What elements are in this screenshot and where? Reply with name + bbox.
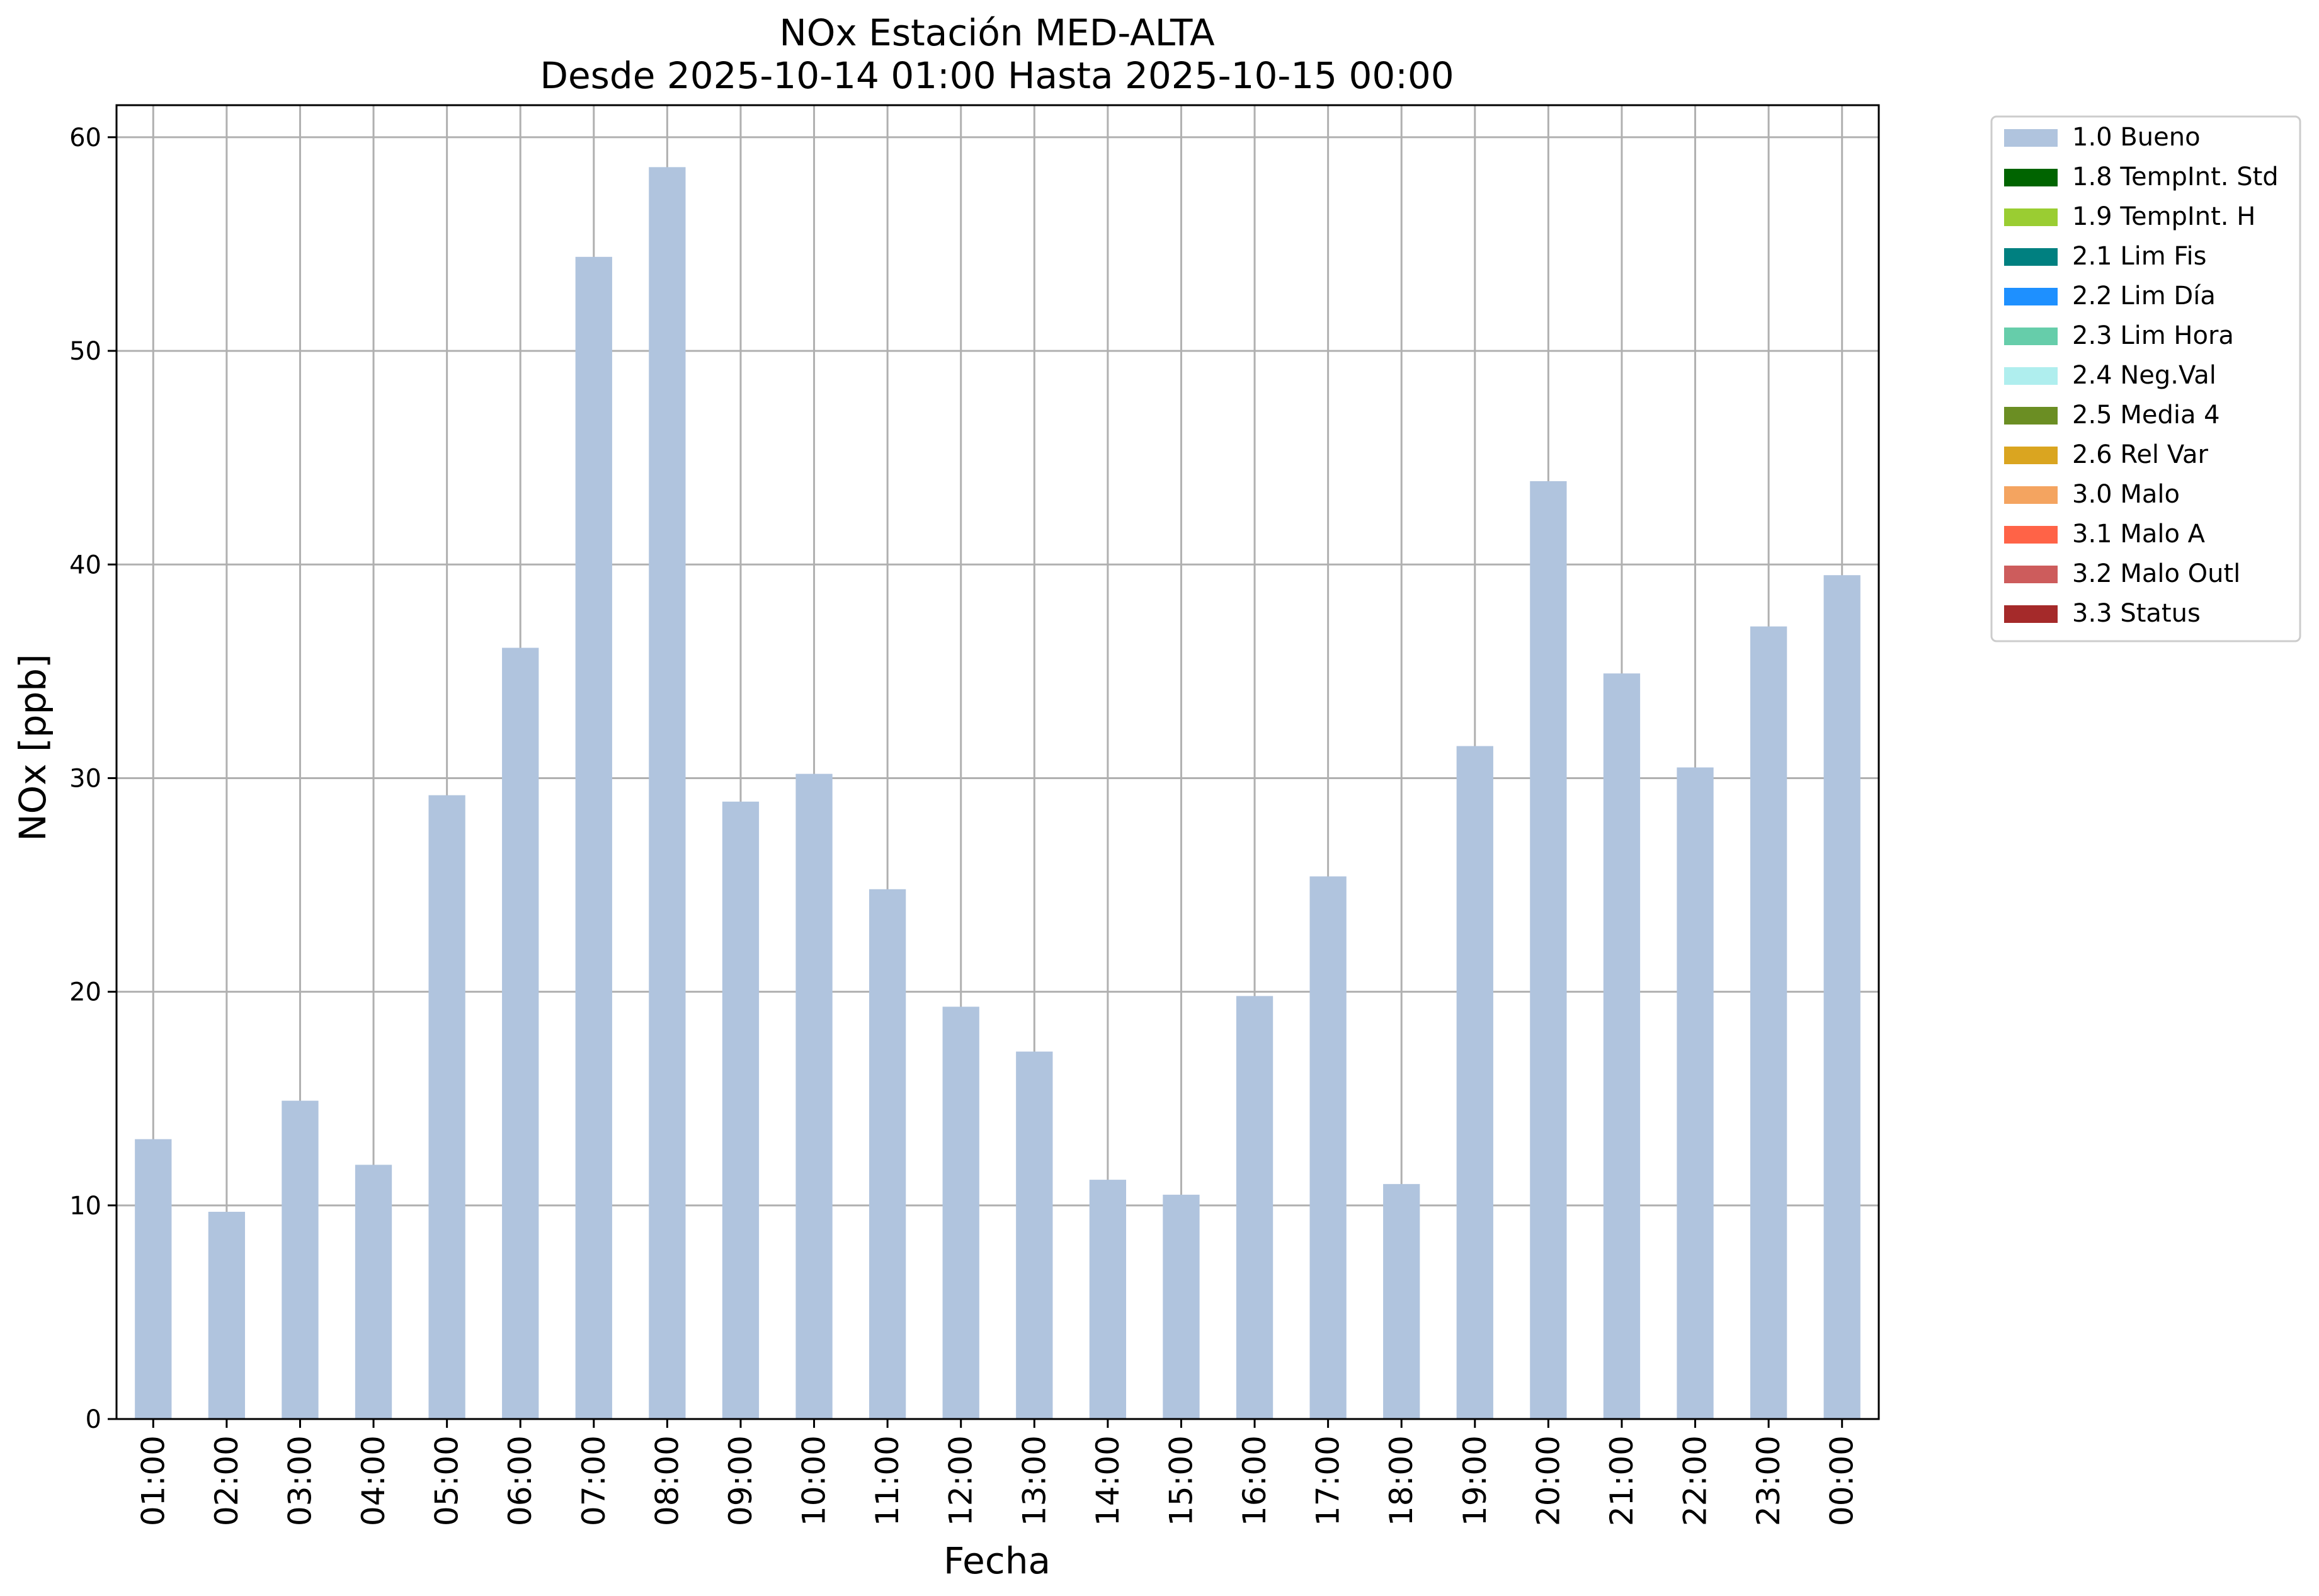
bar-1900 — [1456, 746, 1493, 1419]
bar-1200 — [942, 1006, 979, 1419]
bar-1100 — [869, 889, 906, 1419]
x-tick-label: 03:00 — [282, 1435, 318, 1526]
y-tick-label: 60 — [69, 123, 101, 152]
x-tick-label: 19:00 — [1457, 1435, 1493, 1526]
bar-1800 — [1383, 1183, 1420, 1419]
bar-0400 — [355, 1165, 392, 1419]
plot-frame — [115, 104, 1880, 1420]
legend-swatch — [2004, 447, 2058, 464]
x-tick-label: 05:00 — [429, 1435, 465, 1526]
x-tick-label: 20:00 — [1530, 1435, 1566, 1526]
y-tick-label: 20 — [69, 978, 101, 1007]
x-tick-label: 23:00 — [1750, 1435, 1787, 1526]
chart-subtitle: Desde 2025-10-14 01:00 Hasta 2025-10-15 … — [540, 54, 1454, 97]
x-tick-label: 02:00 — [208, 1435, 245, 1526]
x-tick-label: 09:00 — [722, 1435, 759, 1526]
bar-1400 — [1089, 1180, 1127, 1419]
legend-swatch — [2004, 328, 2058, 345]
legend-swatch — [2004, 129, 2058, 147]
x-tick-label: 08:00 — [649, 1435, 685, 1526]
x-tick-label: 11:00 — [869, 1435, 906, 1526]
bar-2100 — [1603, 673, 1641, 1419]
bar-0900 — [722, 801, 760, 1419]
bar-0500 — [428, 795, 465, 1419]
x-tick-label: 13:00 — [1016, 1435, 1052, 1526]
legend-label: 2.2 Lim Día — [2072, 282, 2216, 311]
legend-label: 2.3 Lim Hora — [2072, 321, 2234, 350]
legend-label: 2.1 Lim Fis — [2072, 242, 2206, 271]
legend-label: 2.6 Rel Var — [2072, 440, 2209, 469]
bar-0800 — [649, 167, 686, 1419]
bar-0000 — [1823, 575, 1860, 1419]
x-tick-label: 07:00 — [576, 1435, 612, 1526]
x-tick-label: 04:00 — [355, 1435, 392, 1526]
legend-label: 1.0 Bueno — [2072, 123, 2201, 152]
y-tick-label: 40 — [69, 550, 101, 579]
legend-swatch — [2004, 566, 2058, 583]
bars — [135, 167, 1860, 1420]
x-tick-label: 16:00 — [1236, 1435, 1273, 1526]
bar-1300 — [1016, 1051, 1053, 1419]
x-axis-ticks: 01:00 02:00 03:00 04:00 05:00 06:00 07:00 08:00… — [135, 1419, 1860, 1526]
legend-swatch — [2004, 288, 2058, 305]
legend-swatch — [2004, 169, 2058, 186]
bar-2300 — [1750, 626, 1787, 1420]
x-tick-label: 18:00 — [1383, 1435, 1420, 1526]
legend-frame — [1990, 115, 2301, 642]
chart-title: NOx Estación MED-ALTA — [779, 11, 1215, 54]
x-tick-label: 12:00 — [943, 1435, 979, 1526]
x-tick-label: 10:00 — [796, 1435, 833, 1526]
bar-0600 — [502, 647, 539, 1419]
y-axis-ticks: 0 10 20 30 40 50 60 — [69, 123, 117, 1434]
legend-swatch — [2004, 208, 2058, 226]
bar-1700 — [1309, 876, 1347, 1419]
legend-label: 3.3 Status — [2072, 599, 2201, 628]
bar-2200 — [1677, 767, 1714, 1419]
y-tick-label: 30 — [69, 764, 101, 793]
legend-label: 2.4 Neg.Val — [2072, 361, 2216, 390]
x-tick-label: 17:00 — [1310, 1435, 1347, 1526]
y-tick-label: 0 — [86, 1405, 101, 1434]
bar-1000 — [795, 773, 833, 1419]
legend-label: 2.5 Media 4 — [2072, 401, 2220, 430]
bar-0200 — [208, 1211, 246, 1419]
legend-swatch — [2004, 526, 2058, 544]
bar-1600 — [1236, 996, 1273, 1419]
y-tick-label: 10 — [69, 1192, 101, 1221]
bar-2000 — [1530, 481, 1567, 1419]
x-tick-label: 21:00 — [1604, 1435, 1640, 1526]
y-axis-label: NOx [ppb] — [11, 654, 54, 841]
bar-0700 — [575, 256, 612, 1419]
x-tick-label: 00:00 — [1824, 1435, 1860, 1526]
y-tick-label: 50 — [69, 337, 101, 366]
legend-swatch — [2004, 367, 2058, 385]
x-tick-label: 22:00 — [1677, 1435, 1714, 1526]
legend-swatch — [2004, 407, 2058, 425]
legend-label: 1.9 TempInt. H — [2072, 202, 2255, 231]
legend-label: 3.2 Malo Outl — [2072, 559, 2240, 588]
bar-0100 — [135, 1139, 172, 1419]
x-tick-label: 06:00 — [502, 1435, 538, 1526]
legend-label: 1.8 TempInt. Std — [2072, 162, 2279, 191]
x-axis-label: Fecha — [943, 1539, 1051, 1582]
legend-label: 3.1 Malo A — [2072, 520, 2206, 549]
legend-label: 3.0 Malo — [2072, 480, 2180, 509]
bar-1500 — [1163, 1194, 1200, 1419]
legend-swatch — [2004, 486, 2058, 504]
x-tick-label: 01:00 — [135, 1435, 171, 1526]
legend: 1.0 Bueno 1.8 TempInt. Std 1.9 TempInt. H 2… — [1990, 115, 2301, 642]
x-tick-label: 14:00 — [1090, 1435, 1126, 1526]
legend-swatch — [2004, 248, 2058, 266]
x-tick-label: 15:00 — [1163, 1435, 1199, 1526]
bar-0300 — [282, 1100, 319, 1419]
legend-swatch — [2004, 605, 2058, 623]
